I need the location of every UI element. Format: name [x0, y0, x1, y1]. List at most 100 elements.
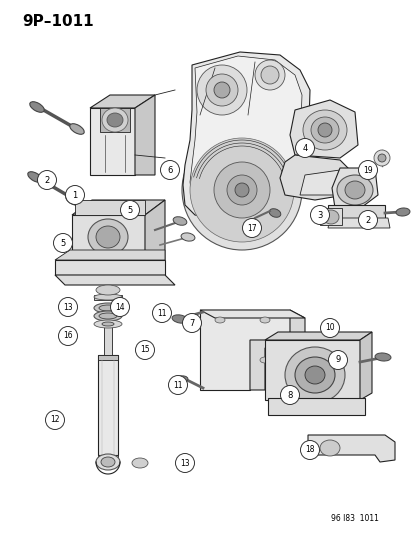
Text: 2: 2	[365, 215, 370, 224]
Ellipse shape	[259, 317, 269, 323]
Circle shape	[358, 211, 377, 230]
Circle shape	[58, 327, 77, 345]
Ellipse shape	[197, 65, 247, 115]
Text: 4: 4	[301, 143, 307, 152]
Circle shape	[160, 160, 179, 180]
Ellipse shape	[336, 175, 372, 205]
Circle shape	[320, 319, 339, 337]
Polygon shape	[331, 168, 377, 210]
Ellipse shape	[70, 124, 84, 134]
Polygon shape	[98, 455, 118, 460]
Ellipse shape	[260, 66, 278, 84]
Circle shape	[358, 160, 377, 180]
Polygon shape	[319, 208, 341, 225]
Text: 2: 2	[44, 175, 50, 184]
Circle shape	[280, 385, 299, 405]
Ellipse shape	[88, 219, 128, 255]
Ellipse shape	[173, 217, 186, 225]
Polygon shape	[75, 200, 145, 215]
Polygon shape	[98, 355, 118, 455]
Ellipse shape	[94, 311, 122, 321]
Polygon shape	[100, 108, 130, 132]
Polygon shape	[279, 155, 354, 200]
Polygon shape	[55, 275, 175, 285]
Ellipse shape	[190, 138, 293, 242]
Ellipse shape	[107, 113, 123, 127]
Circle shape	[310, 206, 329, 224]
Polygon shape	[327, 218, 389, 228]
Ellipse shape	[214, 317, 224, 323]
Text: 18: 18	[304, 446, 314, 455]
Ellipse shape	[344, 181, 364, 199]
Polygon shape	[307, 435, 394, 462]
Circle shape	[45, 410, 64, 430]
Ellipse shape	[94, 320, 122, 328]
Circle shape	[152, 303, 171, 322]
Polygon shape	[55, 250, 165, 260]
Ellipse shape	[132, 458, 147, 468]
Polygon shape	[264, 332, 371, 340]
Ellipse shape	[28, 172, 42, 182]
Ellipse shape	[302, 110, 346, 150]
Polygon shape	[299, 170, 339, 195]
Polygon shape	[327, 205, 384, 220]
Ellipse shape	[66, 195, 80, 205]
Text: 13: 13	[63, 303, 73, 311]
Polygon shape	[249, 310, 304, 390]
Polygon shape	[94, 295, 122, 300]
Polygon shape	[264, 340, 359, 400]
Ellipse shape	[294, 357, 334, 393]
Ellipse shape	[172, 376, 188, 384]
Polygon shape	[199, 310, 304, 318]
Text: 16: 16	[63, 332, 73, 341]
Circle shape	[242, 219, 261, 238]
Ellipse shape	[319, 440, 339, 456]
Ellipse shape	[310, 117, 338, 143]
Circle shape	[53, 233, 72, 253]
Ellipse shape	[99, 313, 117, 319]
Ellipse shape	[214, 162, 269, 218]
Ellipse shape	[374, 353, 390, 361]
Circle shape	[175, 454, 194, 472]
Ellipse shape	[377, 154, 385, 162]
Polygon shape	[72, 215, 145, 260]
Polygon shape	[199, 310, 289, 390]
Text: 11: 11	[157, 309, 166, 318]
Text: 5: 5	[127, 206, 132, 214]
Polygon shape	[90, 95, 154, 108]
Polygon shape	[190, 56, 301, 210]
Polygon shape	[98, 355, 118, 360]
Circle shape	[182, 313, 201, 333]
Text: 13: 13	[180, 458, 189, 467]
Ellipse shape	[182, 130, 301, 250]
Ellipse shape	[94, 303, 122, 313]
Ellipse shape	[304, 366, 324, 384]
Circle shape	[58, 297, 77, 317]
Circle shape	[120, 200, 139, 220]
Ellipse shape	[30, 102, 44, 112]
Circle shape	[110, 297, 129, 317]
Polygon shape	[359, 332, 371, 400]
Polygon shape	[145, 200, 165, 260]
Circle shape	[135, 341, 154, 359]
Ellipse shape	[180, 233, 195, 241]
Polygon shape	[289, 100, 357, 158]
Ellipse shape	[322, 210, 338, 224]
Ellipse shape	[172, 315, 188, 323]
Polygon shape	[90, 108, 135, 175]
Text: 10: 10	[324, 324, 334, 333]
Ellipse shape	[373, 150, 389, 166]
Ellipse shape	[268, 209, 280, 217]
Ellipse shape	[96, 285, 120, 295]
Ellipse shape	[96, 454, 120, 470]
Polygon shape	[183, 52, 309, 218]
Polygon shape	[135, 95, 154, 175]
Text: 11: 11	[173, 381, 182, 390]
Text: 12: 12	[50, 416, 59, 424]
Ellipse shape	[101, 457, 115, 467]
Ellipse shape	[259, 357, 269, 363]
Ellipse shape	[226, 175, 256, 205]
Ellipse shape	[214, 82, 230, 98]
Polygon shape	[55, 260, 165, 275]
Circle shape	[38, 171, 56, 190]
